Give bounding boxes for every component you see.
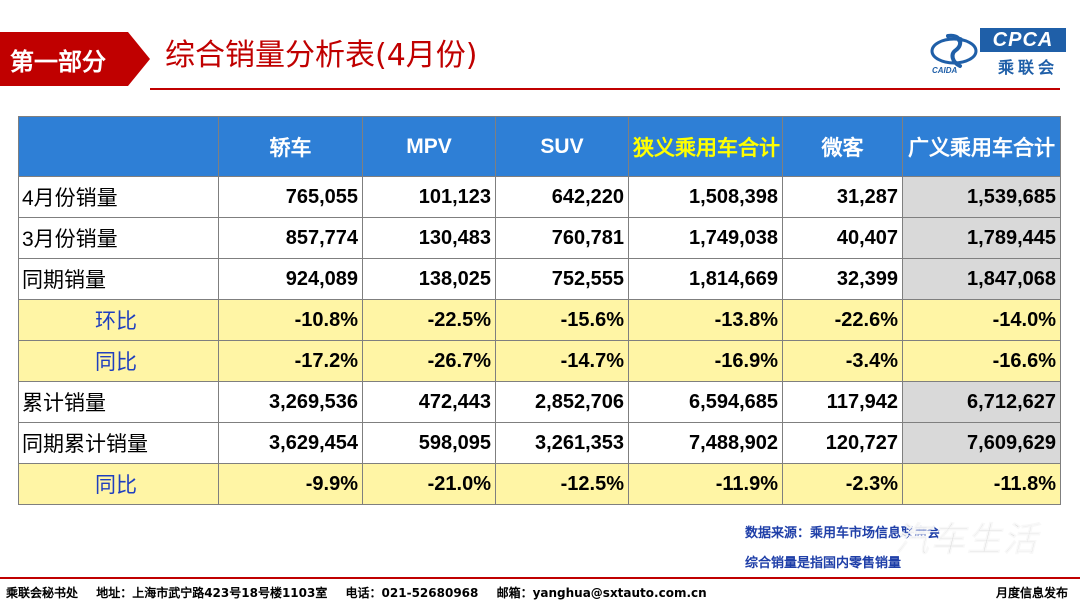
page-title: 综合销量分析表(4月份) — [165, 38, 478, 73]
table-cell: 6,594,685 — [628, 381, 783, 423]
table-cell: 1,789,445 — [902, 217, 1061, 259]
data-source-note: 数据来源：乘用车市场信息联席会 — [745, 526, 941, 541]
table-row: 同期销量 924,089 138,025 752,555 1,814,669 3… — [18, 258, 1061, 300]
table-row: 同期累计销量 3,629,454 598,095 3,261,353 7,488… — [18, 422, 1061, 464]
table-cell: 101,123 — [362, 176, 496, 218]
table-cell: 3,269,536 — [218, 381, 363, 423]
table-cell: 3,261,353 — [495, 422, 629, 464]
footer-email: 邮箱：yanghua@sxtauto.com.cn — [496, 586, 707, 600]
table-cell: 130,483 — [362, 217, 496, 259]
watermark: 汽车生活 — [895, 520, 1039, 561]
table-cell: -12.5% — [495, 463, 629, 505]
table-row-percent: 同比 -17.2% -26.7% -14.7% -16.9% -3.4% -16… — [18, 340, 1061, 382]
table-cell: -21.0% — [362, 463, 496, 505]
footer-org: 乘联会秘书处 — [6, 586, 79, 600]
table-cell: 120,727 — [782, 422, 903, 464]
table-cell: -16.6% — [902, 340, 1061, 382]
table-cell: 7,488,902 — [628, 422, 783, 464]
table-cell: 7,609,629 — [902, 422, 1061, 464]
column-header: MPV — [362, 116, 496, 177]
table-cell: -22.6% — [782, 299, 903, 341]
table-cell: 2,852,706 — [495, 381, 629, 423]
footer-contact: 乘联会秘书处 地址：上海市武宁路423号18号楼1103室 电话：021-526… — [6, 584, 721, 601]
row-label: 环比 — [18, 299, 219, 341]
table-row: 3月份销量 857,774 130,483 760,781 1,749,038 … — [18, 217, 1061, 259]
table-cell: -17.2% — [218, 340, 363, 382]
section-label: 第一部分 — [0, 32, 150, 86]
table-cell: 752,555 — [495, 258, 629, 300]
row-label: 同比 — [18, 340, 219, 382]
footer-address: 地址：上海市武宁路423号18号楼1103室 — [96, 586, 328, 600]
footer-phone: 电话：021-52680968 — [345, 586, 479, 600]
logo-cpca-text: CPCA — [980, 28, 1066, 52]
table-cell: 6,712,627 — [902, 381, 1061, 423]
table-cell: -10.8% — [218, 299, 363, 341]
table-row: 4月份销量 765,055 101,123 642,220 1,508,398 … — [18, 176, 1061, 218]
column-header — [18, 116, 219, 177]
table-cell: 1,847,068 — [902, 258, 1061, 300]
table-cell: -11.9% — [628, 463, 783, 505]
logo-cn-text: 乘联会 — [997, 58, 1058, 77]
cpca-emblem-icon — [930, 33, 978, 68]
table-cell: 1,814,669 — [628, 258, 783, 300]
footer-divider — [0, 577, 1080, 579]
table-cell: 40,407 — [782, 217, 903, 259]
table-cell: -14.7% — [495, 340, 629, 382]
row-label: 3月份销量 — [18, 217, 219, 259]
table-cell: 472,443 — [362, 381, 496, 423]
table-cell: -14.0% — [902, 299, 1061, 341]
table-cell: 1,539,685 — [902, 176, 1061, 218]
table-cell: -15.6% — [495, 299, 629, 341]
table-cell: 1,508,398 — [628, 176, 783, 218]
column-header: 微客 — [782, 116, 903, 177]
column-header: 广义乘用车合计 — [902, 116, 1061, 177]
logo-sub-text: CAIDA — [932, 66, 958, 75]
table-cell: -9.9% — [218, 463, 363, 505]
table-row: 累计销量 3,269,536 472,443 2,852,706 6,594,6… — [18, 381, 1061, 423]
table-cell: 760,781 — [495, 217, 629, 259]
table-row-percent: 环比 -10.8% -22.5% -15.6% -13.8% -22.6% -1… — [18, 299, 1061, 341]
table-cell: -3.4% — [782, 340, 903, 382]
table-cell: -11.8% — [902, 463, 1061, 505]
footer-monthly-release: 月度信息发布 — [995, 586, 1068, 600]
column-header: SUV — [495, 116, 629, 177]
row-label: 累计销量 — [18, 381, 219, 423]
cpca-logo: CPCA 乘联会 CAIDA — [930, 26, 1070, 77]
table-cell: -26.7% — [362, 340, 496, 382]
row-label: 同期累计销量 — [18, 422, 219, 464]
table-row-percent: 同比 -9.9% -21.0% -12.5% -11.9% -2.3% -11.… — [18, 463, 1061, 505]
table-cell: 1,749,038 — [628, 217, 783, 259]
table-cell: 924,089 — [218, 258, 363, 300]
table-header-row: 轿车 MPV SUV 狭义乘用车合计 微客 广义乘用车合计 — [18, 116, 1061, 177]
sales-analysis-table: 轿车 MPV SUV 狭义乘用车合计 微客 广义乘用车合计 4月份销量 765,… — [18, 116, 1061, 505]
table-cell: 765,055 — [218, 176, 363, 218]
column-header: 狭义乘用车合计 — [628, 116, 783, 177]
header-divider — [150, 88, 1060, 90]
table-cell: 138,025 — [362, 258, 496, 300]
table-cell: 117,942 — [782, 381, 903, 423]
row-label: 同比 — [18, 463, 219, 505]
definition-note: 综合销量是指国内零售销量 — [745, 556, 902, 571]
table-cell: 32,399 — [782, 258, 903, 300]
table-cell: 642,220 — [495, 176, 629, 218]
row-label: 同期销量 — [18, 258, 219, 300]
table-cell: 598,095 — [362, 422, 496, 464]
table-cell: -13.8% — [628, 299, 783, 341]
table-cell: 857,774 — [218, 217, 363, 259]
row-label: 4月份销量 — [18, 176, 219, 218]
table-cell: -22.5% — [362, 299, 496, 341]
table-cell: 31,287 — [782, 176, 903, 218]
table-cell: -2.3% — [782, 463, 903, 505]
table-cell: 3,629,454 — [218, 422, 363, 464]
table-cell: -16.9% — [628, 340, 783, 382]
column-header: 轿车 — [218, 116, 363, 177]
